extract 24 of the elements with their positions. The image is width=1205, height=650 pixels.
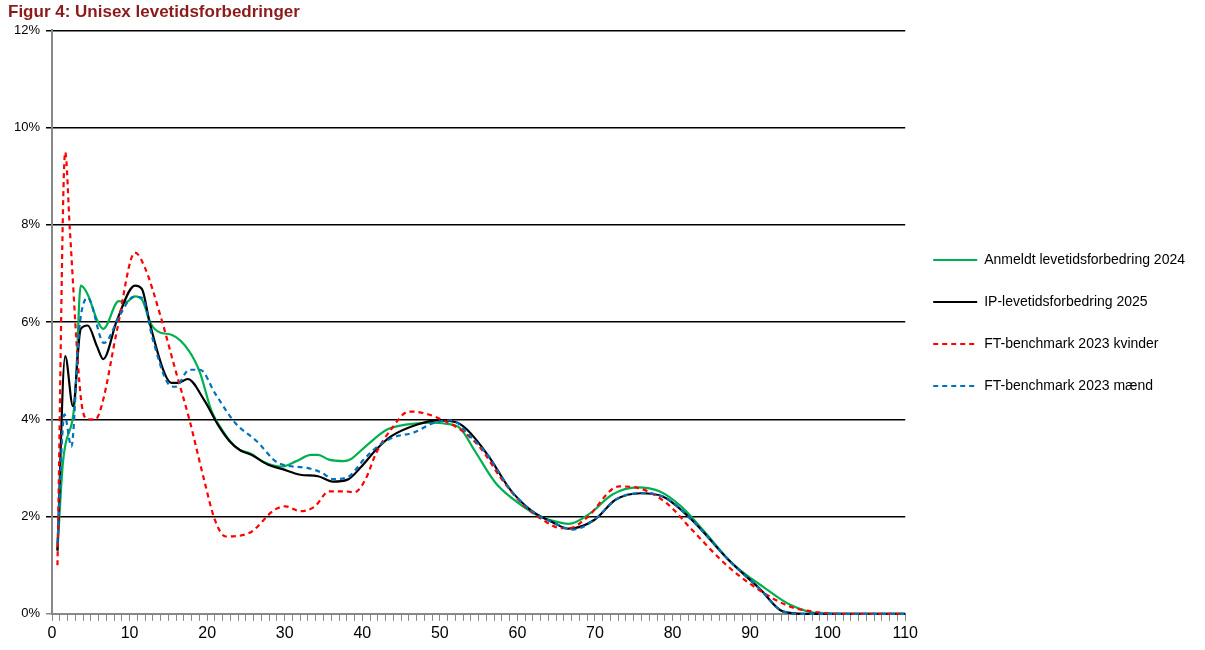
- x-tick-label: 70: [586, 623, 604, 641]
- x-tick-label: 110: [892, 623, 919, 641]
- x-tick-label: 40: [353, 623, 372, 641]
- y-tick-label: 6%: [21, 313, 41, 329]
- y-tick-label: 0%: [21, 605, 41, 621]
- x-tick-label: 90: [741, 623, 760, 641]
- y-tick-label: 2%: [21, 508, 41, 524]
- y-tick-label: 4%: [21, 410, 41, 426]
- x-tick-label: 20: [198, 623, 217, 641]
- y-tick-label: 8%: [21, 216, 41, 232]
- x-tick-label: 30: [275, 623, 294, 641]
- x-tick-label: 10: [120, 623, 139, 641]
- x-tick-label: 60: [508, 623, 527, 641]
- x-tick-label: 0: [47, 623, 57, 641]
- y-tick-label: 10%: [13, 119, 41, 135]
- x-tick-label: 50: [430, 623, 449, 641]
- legend-label: IP-levetidsforbedring 2025: [984, 292, 1148, 309]
- x-tick-label: 80: [663, 623, 682, 641]
- y-tick-label: 12%: [13, 21, 41, 37]
- chart-title: Figur 4: Unisex levetidsforbedringer: [8, 1, 301, 21]
- legend-label: FT-benchmark 2023 mænd: [984, 376, 1154, 393]
- x-tick-label: 100: [814, 623, 842, 641]
- legend-label: FT-benchmark 2023 kvinder: [984, 334, 1159, 351]
- legend-label: Anmeldt levetidsforbedring 2024: [984, 250, 1186, 267]
